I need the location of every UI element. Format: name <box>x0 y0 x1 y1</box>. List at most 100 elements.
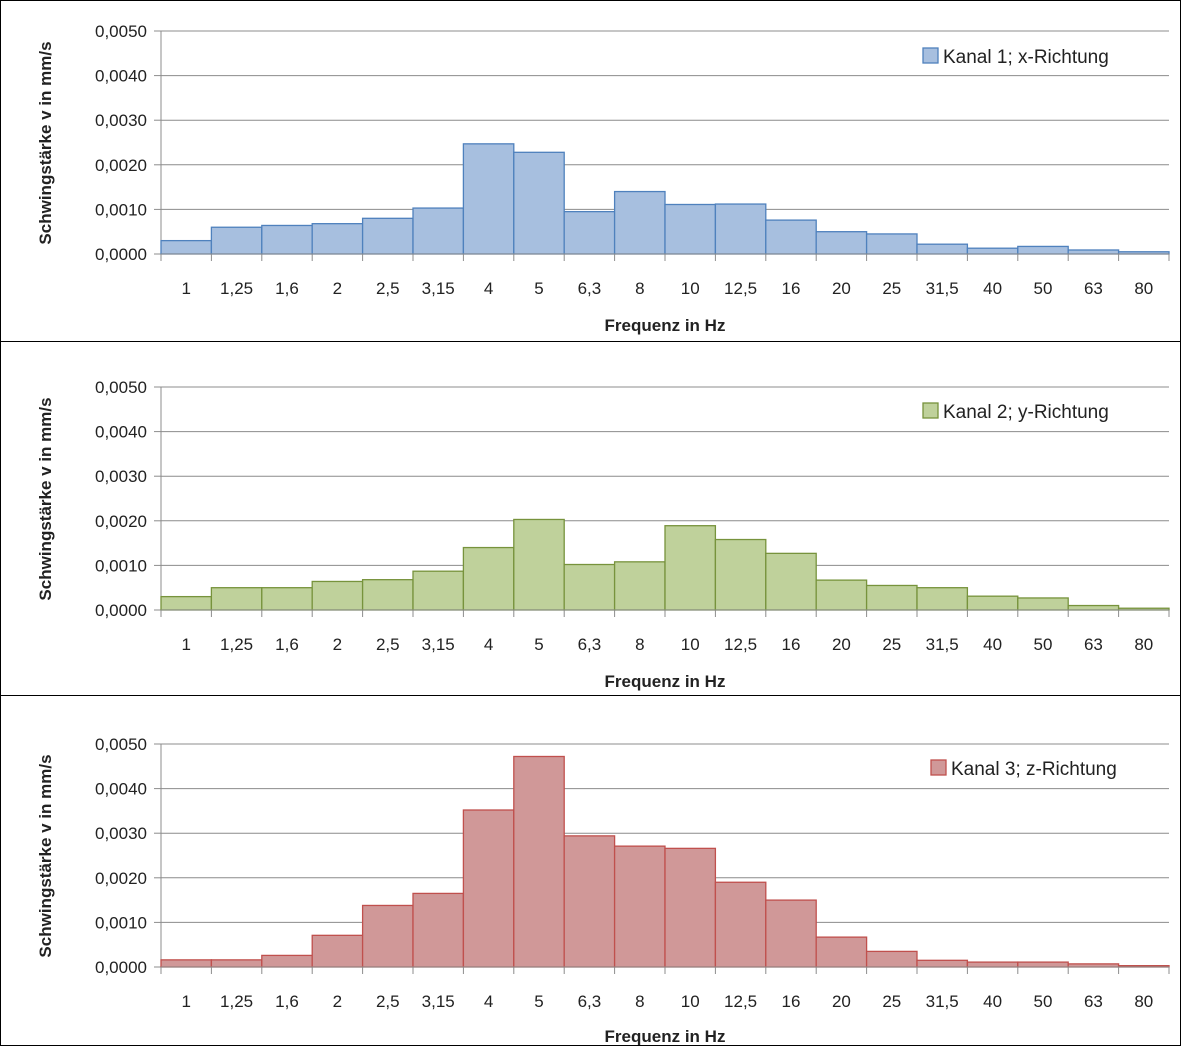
bar <box>261 954 313 968</box>
bar <box>966 247 1019 255</box>
chart-y-direction: 0,0000 0,0010 0,0020 0,0030 0,0040 0,0050 1 1,2… <box>36 378 1170 691</box>
bar <box>210 226 263 255</box>
bar <box>765 219 817 255</box>
x-tick-label: 4 <box>484 635 493 654</box>
x-tick-label: 4 <box>484 992 493 1011</box>
bar <box>160 239 213 255</box>
x-tick-label: 40 <box>983 635 1002 654</box>
legend-swatch <box>930 759 947 776</box>
bar <box>311 934 364 968</box>
y-tick-label: 0,0000 <box>95 601 147 620</box>
x-tick-label: 6,3 <box>578 635 602 654</box>
x-tick-label: 5 <box>534 279 543 298</box>
y-axis-title: Schwingstärke v in mm/s <box>36 397 55 600</box>
bar <box>412 892 465 968</box>
x-tick-label: 1,25 <box>220 279 253 298</box>
chart-panel-x: 0,0000 0,0010 0,0020 0,0030 0,0040 0,0050 1 1,2… <box>0 0 1181 342</box>
x-tick-label: 3,15 <box>422 992 455 1011</box>
bar <box>916 243 969 255</box>
bar <box>1017 961 1069 968</box>
x-tick-label: 20 <box>832 992 851 1011</box>
x-tick-label: 6,3 <box>578 992 602 1011</box>
bar <box>563 210 616 255</box>
bar <box>613 845 666 968</box>
bar <box>361 217 414 255</box>
y-tick-label: 0,0020 <box>95 512 147 531</box>
bar <box>1067 604 1120 611</box>
bar <box>714 203 767 255</box>
x-axis-title: Frequenz in Hz <box>605 672 726 691</box>
bar <box>815 579 868 611</box>
bar <box>664 525 717 611</box>
x-tick-label: 12,5 <box>724 992 757 1011</box>
x-tick-label: 20 <box>832 635 851 654</box>
bar <box>160 959 213 968</box>
x-tick-label: 6,3 <box>578 279 602 298</box>
bar <box>865 233 918 255</box>
bar <box>210 587 263 611</box>
bar <box>916 959 969 968</box>
y-tick-label: 0,0040 <box>95 423 147 442</box>
x-tick-label: 12,5 <box>724 635 757 654</box>
bar <box>261 587 313 611</box>
bar <box>1017 597 1069 611</box>
x-tick-label: 16 <box>782 635 801 654</box>
y-tick-label: 0,0010 <box>95 913 147 932</box>
bar <box>1067 249 1120 255</box>
y-tick-label: 0,0000 <box>95 245 147 264</box>
y-tick-label: 0,0030 <box>95 824 147 843</box>
bar <box>613 190 666 255</box>
x-tick-label: 2 <box>333 279 342 298</box>
bar <box>1017 245 1069 255</box>
x-tick-label: 5 <box>534 635 543 654</box>
x-tick-label: 63 <box>1084 992 1103 1011</box>
x-tick-label: 8 <box>635 992 644 1011</box>
x-tick-label: 12,5 <box>724 279 757 298</box>
bar <box>613 561 666 611</box>
x-tick-label: 20 <box>832 279 851 298</box>
x-tick-label: 1,25 <box>220 635 253 654</box>
bar <box>412 570 465 611</box>
x-tick-label: 50 <box>1034 635 1053 654</box>
y-tick-label: 0,0050 <box>95 735 147 754</box>
x-tick-label: 40 <box>983 279 1002 298</box>
x-tick-label: 2 <box>333 992 342 1011</box>
x-tick-label: 10 <box>681 992 700 1011</box>
bar <box>160 595 213 611</box>
bar <box>513 755 565 968</box>
x-tick-label: 1,6 <box>275 635 299 654</box>
x-tick-label: 25 <box>882 992 901 1011</box>
x-tick-label: 8 <box>635 279 644 298</box>
y-tick-label: 0,0000 <box>95 958 147 977</box>
bar <box>513 151 565 255</box>
x-tick-label: 2,5 <box>376 635 400 654</box>
x-tick-label: 80 <box>1134 279 1153 298</box>
x-tick-label: 80 <box>1134 635 1153 654</box>
bar <box>462 546 515 611</box>
y-tick-label: 0,0010 <box>95 200 147 219</box>
bar <box>664 847 717 968</box>
x-tick-label: 16 <box>782 279 801 298</box>
x-tick-label: 16 <box>782 992 801 1011</box>
chart-z-direction: 0,0000 0,0010 0,0020 0,0030 0,0040 0,0050 1 1,2… <box>36 735 1170 1045</box>
bar <box>966 961 1019 968</box>
y-tick-label: 0,0020 <box>95 869 147 888</box>
y-tick-label: 0,0040 <box>95 780 147 799</box>
x-tick-label: 40 <box>983 992 1002 1011</box>
bar <box>916 587 969 611</box>
x-tick-label: 1,6 <box>275 992 299 1011</box>
bar <box>664 203 717 255</box>
chart-panel-z: 0,0000 0,0010 0,0020 0,0030 0,0040 0,0050 1 1,2… <box>0 695 1181 1046</box>
bar <box>311 580 364 611</box>
bar <box>966 595 1019 611</box>
bar <box>311 223 364 255</box>
bar <box>765 552 817 611</box>
x-tick-label: 1 <box>181 279 190 298</box>
x-tick-label: 31,5 <box>926 992 959 1011</box>
legend-swatch <box>922 47 939 64</box>
y-tick-label: 0,0050 <box>95 22 147 41</box>
x-tick-label: 3,15 <box>422 635 455 654</box>
x-tick-label: 8 <box>635 635 644 654</box>
bar <box>462 143 515 255</box>
x-tick-label: 80 <box>1134 992 1153 1011</box>
